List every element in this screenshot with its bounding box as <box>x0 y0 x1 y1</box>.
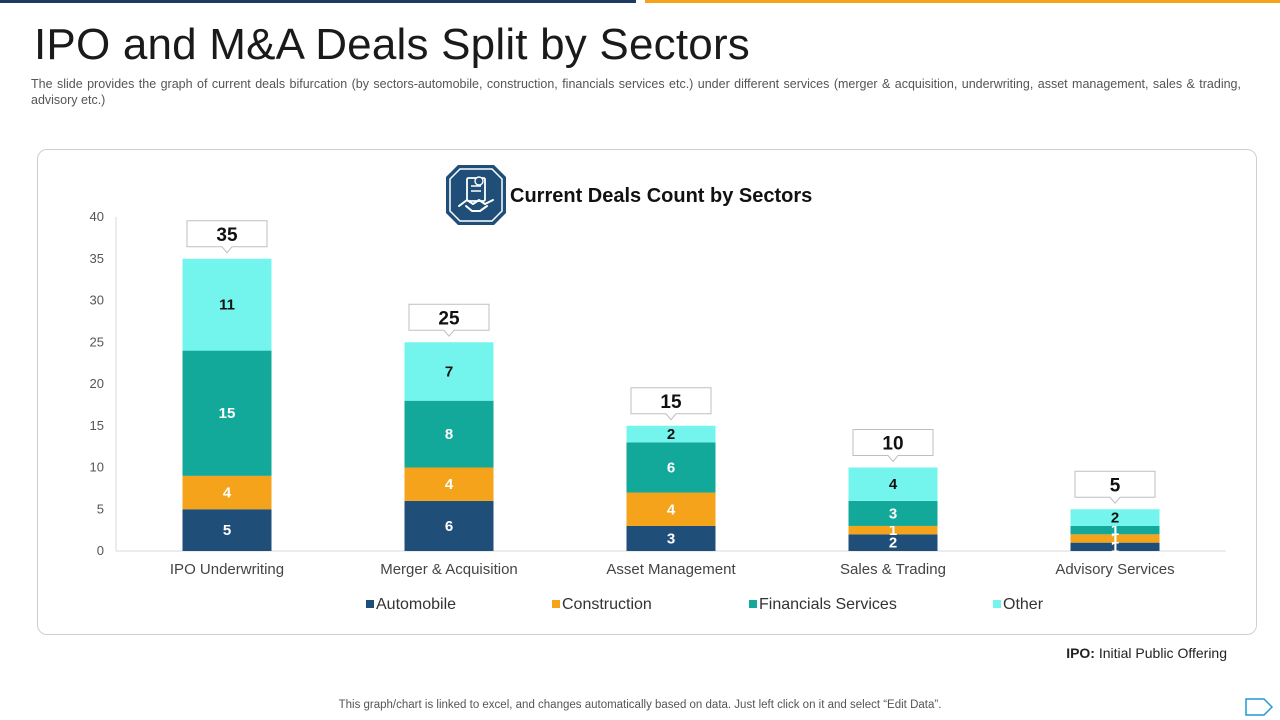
total-callout-box <box>408 303 490 338</box>
y-tick-label: 30 <box>90 293 104 308</box>
bar-segment[interactable] <box>626 525 716 551</box>
bar-segment[interactable] <box>1070 509 1160 526</box>
bar-group[interactable]: 3 4 6 2 15 <box>626 387 716 551</box>
total-value-label: 35 <box>216 225 238 246</box>
legend-label: Automobile <box>376 596 456 613</box>
x-category-label: Asset Management <box>606 561 736 578</box>
y-tick-label: 35 <box>90 251 104 266</box>
bar-segment[interactable] <box>848 534 938 551</box>
next-arrow-icon[interactable] <box>1244 697 1274 717</box>
total-value-label: 25 <box>438 308 460 329</box>
segment-value-label: 7 <box>445 363 453 380</box>
y-tick-label: 5 <box>97 501 104 516</box>
legend-item[interactable]: Automobile <box>366 596 456 613</box>
top-accent-bar-orange <box>645 0 1280 3</box>
segment-value-label: 1 <box>1111 522 1119 539</box>
legend-item[interactable]: Other <box>993 596 1044 613</box>
segment-value-label: 11 <box>219 297 235 314</box>
bar-segment[interactable] <box>626 425 716 443</box>
segment-value-label: 15 <box>219 405 236 422</box>
y-tick-label: 0 <box>97 543 104 558</box>
top-accent-bar-navy <box>0 0 636 3</box>
segment-value-label: 4 <box>889 476 898 493</box>
handshake-document-icon <box>446 165 506 225</box>
total-callout-box <box>186 220 268 254</box>
total-value-label: 15 <box>660 392 682 413</box>
bar-segment[interactable] <box>1070 534 1160 543</box>
bar-segment[interactable] <box>404 400 494 468</box>
bar-group[interactable]: 5 4 15 11 35 <box>182 220 272 551</box>
segment-value-label: 2 <box>1111 510 1119 527</box>
bar-segment[interactable] <box>404 467 494 501</box>
total-value-label: 10 <box>882 434 903 455</box>
bar-segment[interactable] <box>404 500 494 551</box>
segment-value-label: 1 <box>889 522 897 539</box>
segment-value-label: 8 <box>445 426 453 443</box>
bar-group[interactable]: 213 4 10 <box>848 429 938 552</box>
chart-card[interactable]: Current Deals Count by Sectors 0 5 10 15 20 2… <box>37 149 1257 635</box>
bar-segment[interactable] <box>848 500 938 526</box>
chart-title: Current Deals Count by Sectors <box>510 185 812 207</box>
segment-value-label: 6 <box>667 460 675 477</box>
total-callout-box <box>852 429 934 463</box>
segment-value-label: 6 <box>445 518 453 535</box>
segment-value-label: 1 <box>1111 539 1119 556</box>
segment-value-label: 4 <box>445 476 454 493</box>
x-category-label: Merger & Acquisition <box>380 561 518 578</box>
total-value-label: 5 <box>1110 475 1121 496</box>
bar-segment[interactable] <box>848 525 938 535</box>
segment-value-label: 2 <box>667 426 675 443</box>
legend-swatch <box>366 600 374 608</box>
legend-swatch <box>993 600 1001 608</box>
stacked-bar-chart[interactable]: Current Deals Count by Sectors 051015202… <box>38 150 1258 636</box>
segment-value-label: 3 <box>889 505 897 522</box>
legend-label: Financials Services <box>759 596 897 613</box>
legend-label: Other <box>1003 596 1044 613</box>
legend-item[interactable]: Construction <box>552 596 652 613</box>
bar-segment[interactable] <box>626 492 716 526</box>
segment-value-label: 1 <box>1111 530 1119 547</box>
legend-swatch <box>552 600 560 608</box>
segment-value-label: 4 <box>223 485 232 502</box>
legend-swatch <box>749 600 757 608</box>
bar-segment[interactable] <box>182 350 272 476</box>
bar-segment[interactable] <box>1070 542 1160 551</box>
edit-data-note: This graph/chart is linked to excel, and… <box>338 699 942 711</box>
segment-value-label: 2 <box>889 535 897 552</box>
bar-segment[interactable] <box>182 475 272 510</box>
x-category-label: Sales & Trading <box>840 561 946 578</box>
total-callout-box <box>1074 470 1156 505</box>
bar-segment[interactable] <box>1070 525 1160 535</box>
y-tick-label: 15 <box>90 418 104 433</box>
bar-segment[interactable] <box>182 258 272 351</box>
y-tick-label: 25 <box>90 334 104 349</box>
segment-value-label: 4 <box>667 501 676 518</box>
page-title: IPO and M&A Deals Split by Sectors <box>34 20 750 69</box>
ipo-footnote: IPO: Initial Public Offering <box>1066 645 1227 661</box>
bar-segment[interactable] <box>848 467 938 501</box>
y-tick-label: 40 <box>90 209 104 224</box>
footnote-definition: Initial Public Offering <box>1094 645 1227 661</box>
bar-segment[interactable] <box>626 442 716 493</box>
y-tick-label: 20 <box>90 376 104 391</box>
footnote-term: IPO: <box>1066 645 1095 661</box>
page-subtitle: The slide provides the graph of current … <box>31 77 1241 107</box>
segment-value-label: 5 <box>223 522 231 539</box>
segment-value-label: 3 <box>667 530 675 547</box>
bar-segment[interactable] <box>182 509 272 551</box>
legend-item[interactable]: Financials Services <box>749 596 897 613</box>
legend-label: Construction <box>562 596 652 613</box>
total-callout-box <box>630 387 712 421</box>
x-category-label: Advisory Services <box>1055 561 1174 578</box>
bar-segment[interactable] <box>404 342 494 401</box>
x-category-label: IPO Underwriting <box>170 561 284 578</box>
bar-group[interactable]: 6 4 8 7 25 <box>404 303 494 551</box>
y-tick-label: 10 <box>90 460 104 475</box>
